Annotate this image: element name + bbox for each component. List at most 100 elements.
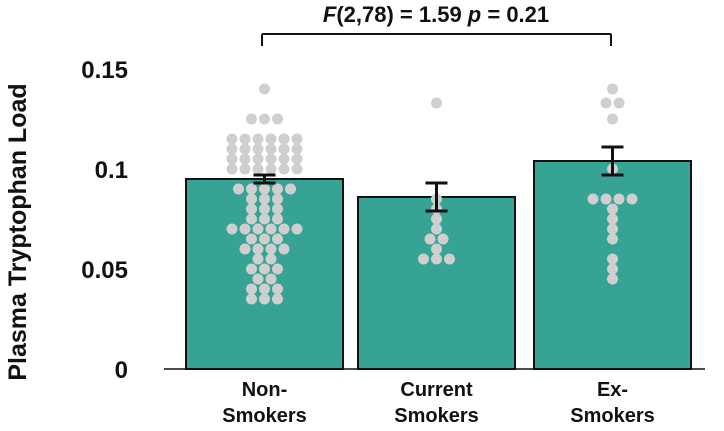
data-point bbox=[600, 97, 612, 109]
data-point bbox=[613, 97, 625, 109]
data-point bbox=[272, 213, 283, 225]
data-point bbox=[226, 143, 238, 155]
data-point bbox=[259, 213, 270, 225]
data-point bbox=[226, 163, 238, 175]
data-point bbox=[265, 143, 277, 155]
data-point bbox=[431, 213, 442, 225]
data-point bbox=[252, 163, 264, 175]
significance-bracket: F(2,78) = 1.59 p = 0.21 bbox=[261, 2, 612, 46]
data-point bbox=[607, 273, 618, 285]
p-symbol: p bbox=[467, 2, 481, 27]
data-point bbox=[265, 153, 277, 165]
data-point bbox=[285, 183, 296, 195]
data-point bbox=[437, 233, 449, 245]
data-point bbox=[607, 83, 618, 95]
data-point bbox=[272, 263, 283, 275]
data-point bbox=[259, 293, 270, 305]
data-point bbox=[265, 163, 277, 175]
data-point bbox=[278, 243, 290, 255]
y-tick-label: 0 bbox=[115, 357, 128, 384]
data-point bbox=[246, 203, 257, 215]
data-point bbox=[259, 263, 270, 275]
data-point bbox=[278, 223, 290, 235]
data-point bbox=[291, 133, 303, 145]
data-point bbox=[291, 143, 303, 155]
x-category-label: Ex-Smokers bbox=[570, 379, 655, 427]
data-point bbox=[272, 283, 283, 295]
data-point bbox=[272, 183, 283, 195]
data-point bbox=[259, 83, 270, 95]
data-point bbox=[246, 183, 257, 195]
data-point bbox=[600, 193, 612, 205]
data-point bbox=[246, 263, 257, 275]
stat-annotation: F(2,78) = 1.59 p = 0.21 bbox=[323, 2, 549, 27]
data-point bbox=[259, 193, 270, 205]
data-point bbox=[278, 143, 290, 155]
data-point bbox=[278, 133, 290, 145]
f-symbol: F bbox=[323, 2, 337, 27]
data-point bbox=[431, 243, 442, 255]
data-point bbox=[265, 253, 277, 265]
data-point bbox=[272, 203, 283, 215]
data-point bbox=[607, 263, 618, 275]
data-point bbox=[265, 223, 277, 235]
y-tick-label: 0.15 bbox=[81, 57, 128, 84]
data-point bbox=[431, 253, 442, 265]
data-point bbox=[424, 233, 436, 245]
data-point bbox=[246, 233, 257, 245]
data-point bbox=[607, 253, 618, 265]
data-point bbox=[259, 113, 270, 125]
y-tick-label: 0.05 bbox=[81, 257, 128, 284]
data-point bbox=[278, 153, 290, 165]
x-category-label: Non-Smokers bbox=[222, 379, 307, 427]
data-point bbox=[607, 213, 618, 225]
p-value: = 0.21 bbox=[481, 2, 549, 27]
data-point bbox=[226, 133, 238, 145]
data-point bbox=[272, 193, 283, 205]
data-point bbox=[272, 233, 283, 245]
data-point bbox=[259, 203, 270, 215]
data-point bbox=[252, 133, 264, 145]
data-point bbox=[272, 293, 283, 305]
data-point bbox=[246, 293, 257, 305]
data-point bbox=[291, 223, 303, 235]
data-point bbox=[272, 113, 283, 125]
data-point bbox=[431, 223, 442, 235]
y-axis-title: Plasma Tryptophan Load bbox=[4, 83, 32, 380]
data-point bbox=[233, 183, 244, 195]
data-point bbox=[252, 223, 264, 235]
data-point bbox=[291, 153, 303, 165]
data-point bbox=[252, 153, 264, 165]
data-point bbox=[613, 193, 625, 205]
data-point bbox=[265, 273, 277, 285]
data-point bbox=[291, 163, 303, 175]
data-point bbox=[239, 153, 251, 165]
data-point bbox=[239, 133, 251, 145]
x-category-label: Current Smokers bbox=[394, 379, 479, 427]
y-tick-labels: 0 0.05 0.1 0.15 bbox=[81, 57, 128, 384]
data-point bbox=[226, 153, 238, 165]
data-point bbox=[252, 243, 264, 255]
data-point bbox=[418, 253, 429, 265]
points-layer bbox=[226, 83, 638, 305]
data-point bbox=[265, 243, 277, 255]
data-point bbox=[259, 233, 270, 245]
data-point bbox=[607, 113, 618, 125]
data-point bbox=[431, 97, 442, 109]
data-point bbox=[239, 143, 251, 155]
data-point bbox=[246, 283, 257, 295]
data-point bbox=[278, 163, 290, 175]
data-point bbox=[259, 283, 270, 295]
x-category-labels: Non-Smokers Current Smokers Ex-Smokers bbox=[222, 379, 655, 427]
data-point bbox=[246, 113, 257, 125]
f-statistic: (2,78) = 1.59 bbox=[336, 2, 467, 27]
error-bars-layer bbox=[253, 145, 624, 213]
data-point bbox=[252, 143, 264, 155]
data-point bbox=[246, 193, 257, 205]
data-point bbox=[607, 223, 618, 235]
data-point bbox=[246, 213, 257, 225]
data-point bbox=[626, 193, 638, 205]
data-point bbox=[607, 203, 618, 215]
data-point bbox=[252, 253, 264, 265]
